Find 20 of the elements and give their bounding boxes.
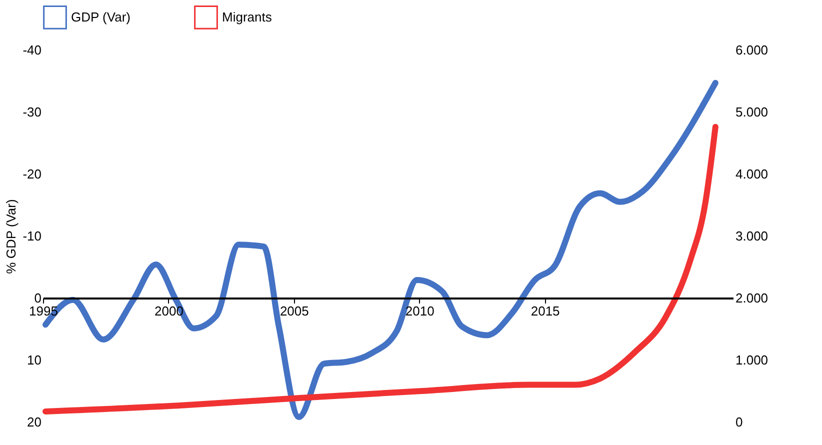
y-tick-label: -10 — [22, 228, 42, 244]
y-tick-label: 20 — [27, 414, 42, 430]
y2-tick-label: 2.000 — [736, 290, 768, 306]
legend-label: Migrants — [222, 9, 272, 24]
y2-tick-label: 3.000 — [736, 228, 768, 244]
x-tick-label: 2010 — [405, 304, 434, 318]
y-axis-title: % GDP (Var) — [4, 199, 19, 274]
y2-tick-label: 1.000 — [736, 352, 768, 368]
x-tick-label: 2005 — [280, 304, 309, 318]
y2-tick-label: 0 — [736, 414, 743, 430]
y-tick-label: -40 — [22, 42, 42, 58]
y-tick-label: 0 — [34, 290, 42, 306]
y2-tick-label: 6.000 — [736, 42, 768, 58]
y-tick-label: -30 — [22, 104, 42, 120]
y-tick-label: -20 — [22, 166, 42, 182]
y2-tick-label: 4.000 — [736, 166, 768, 182]
y2-tick-label: 5.000 — [736, 104, 768, 120]
y-tick-label: 10 — [27, 352, 42, 368]
legend-label: GDP (Var) — [71, 9, 130, 24]
x-tick-label: 2015 — [530, 304, 560, 318]
